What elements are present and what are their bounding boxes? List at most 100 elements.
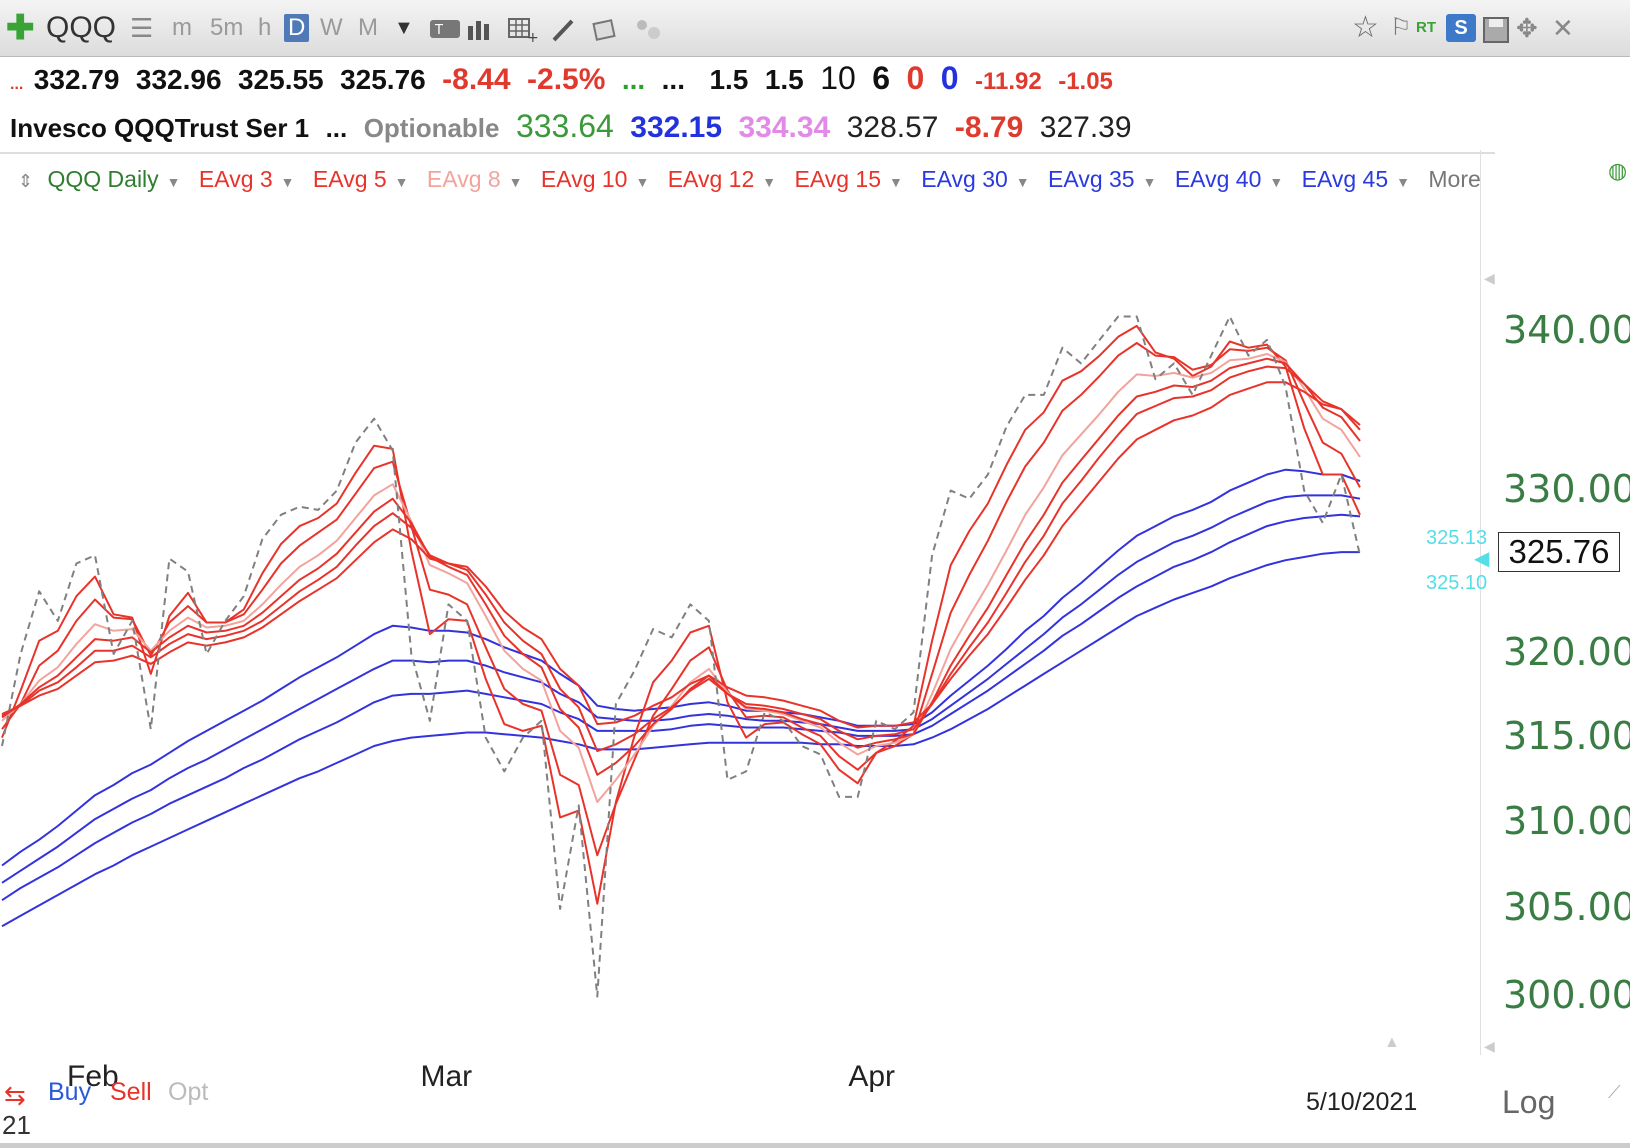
chevron-down-icon[interactable]: ▼ bbox=[394, 17, 414, 39]
y-tick-label: 330.00 bbox=[1503, 466, 1630, 511]
y-tick-label: 315.00 bbox=[1503, 713, 1630, 758]
grid-add-icon[interactable]: + bbox=[508, 8, 539, 48]
series-eavg-3 bbox=[1, 324, 1361, 905]
svg-text:T: T bbox=[434, 23, 443, 38]
resize-icon[interactable]: ⟋ bbox=[1608, 1082, 1621, 1102]
list-icon[interactable]: ☰ bbox=[130, 13, 154, 43]
star-icon[interactable]: ☆ bbox=[1352, 11, 1379, 44]
y-tick-label: 320.00 bbox=[1503, 629, 1630, 674]
info-v1: 333.64 bbox=[515, 108, 614, 144]
study-eavg-35[interactable]: EAvg 35 bbox=[1048, 166, 1135, 192]
quote-v4: 6 bbox=[872, 60, 891, 96]
info-row: Invesco QQQTrust Ser 1 ... Optionable 33… bbox=[10, 106, 1144, 146]
timeframe-m[interactable]: m bbox=[172, 14, 192, 41]
series-eavg-12 bbox=[1, 365, 1361, 753]
timeframe-d[interactable]: D bbox=[284, 14, 310, 42]
quote-v5: 0 bbox=[906, 60, 925, 96]
palette-icon[interactable]: ◍ bbox=[1608, 158, 1628, 183]
series-eavg-10 bbox=[1, 357, 1361, 776]
chevron-down-icon[interactable]: ▼ bbox=[635, 174, 650, 190]
buy-button[interactable]: Buy bbox=[48, 1078, 92, 1106]
add-symbol-icon[interactable]: ✚ bbox=[6, 9, 35, 47]
quote-open: 332.79 bbox=[33, 64, 120, 95]
series-eavg-8 bbox=[1, 353, 1361, 803]
more-link[interactable]: More bbox=[1428, 166, 1481, 192]
timeframe-w[interactable]: W bbox=[320, 14, 343, 41]
info-dots: ... bbox=[325, 113, 348, 143]
info-v6: 327.39 bbox=[1039, 111, 1132, 144]
study-eavg-8[interactable]: EAvg 8 bbox=[426, 166, 501, 192]
chevron-down-icon[interactable]: ▼ bbox=[280, 174, 295, 190]
timeframe-m-monthly[interactable]: M bbox=[358, 14, 378, 41]
quote-v8: -1.05 bbox=[1058, 68, 1113, 95]
upper-price-tag: 325.13 bbox=[1426, 527, 1488, 549]
study-eavg-30[interactable]: EAvg 30 bbox=[921, 166, 1008, 192]
chart-label[interactable]: QQQ Daily bbox=[47, 166, 159, 192]
study-eavg-15[interactable]: EAvg 15 bbox=[794, 166, 882, 192]
study-eavg-40[interactable]: EAvg 40 bbox=[1174, 166, 1262, 192]
y-tick-label: 340.00 bbox=[1503, 308, 1630, 353]
x-tick-label: Mar bbox=[420, 1060, 473, 1093]
chevron-down-icon[interactable]: ▼ bbox=[166, 174, 181, 190]
expand-icon[interactable]: ▲ bbox=[1384, 1034, 1400, 1051]
flag-icon[interactable]: ⚐ bbox=[1390, 14, 1412, 41]
notes-icon[interactable] bbox=[592, 8, 620, 48]
y-tick-label: 310.00 bbox=[1503, 798, 1630, 843]
log-toggle[interactable]: Log bbox=[1502, 1084, 1556, 1120]
axis-divider bbox=[1480, 150, 1481, 1055]
study-eavg-5[interactable]: EAvg 5 bbox=[312, 166, 387, 192]
x-tick-label: Apr bbox=[848, 1060, 896, 1093]
study-eavg-10[interactable]: EAvg 10 bbox=[540, 166, 628, 192]
quote-v1: 1.5 bbox=[709, 64, 749, 95]
realtime-label[interactable]: RT bbox=[1416, 19, 1436, 36]
chevron-down-icon[interactable]: ▼ bbox=[508, 174, 523, 190]
scroll-down-icon[interactable]: ◀ bbox=[1484, 1038, 1495, 1054]
scroll-up-icon[interactable]: ◀ bbox=[1484, 270, 1495, 286]
optionable-label: Optionable bbox=[363, 113, 500, 143]
timeframe-h[interactable]: h bbox=[258, 14, 272, 41]
study-legend: ⇕ QQQ Daily ▼ EAvg 3 ▼ EAvg 5 ▼ EAvg 8 ▼ EAv… bbox=[18, 158, 1513, 200]
security-name: Invesco QQQTrust Ser 1 bbox=[10, 113, 310, 143]
quote-row: ... 332.79 332.96 325.55 325.76 -8.44 -2… bbox=[10, 58, 1125, 98]
updown-icon[interactable]: ⇕ bbox=[18, 171, 34, 191]
s-button[interactable]: S bbox=[1446, 14, 1476, 42]
quote-dots: ... bbox=[10, 76, 24, 93]
chevron-down-icon[interactable]: ▼ bbox=[1142, 174, 1157, 190]
opt-button[interactable]: Opt bbox=[168, 1078, 209, 1106]
chevron-down-icon[interactable]: ▼ bbox=[394, 174, 409, 190]
move-icon[interactable]: ✥ bbox=[1516, 13, 1538, 43]
save-icon[interactable] bbox=[1482, 8, 1510, 48]
quote-dots-black: ... bbox=[661, 64, 685, 95]
quote-change-pct: -2.5% bbox=[527, 63, 606, 96]
quote-high: 332.96 bbox=[135, 64, 222, 95]
chevron-down-icon[interactable]: ▼ bbox=[1396, 174, 1410, 190]
series-eavg-40 bbox=[1, 513, 1361, 902]
close-icon[interactable]: ✕ bbox=[1552, 13, 1574, 43]
undo-icon[interactable]: ⇆ bbox=[4, 1080, 26, 1110]
timeframe-5m[interactable]: 5m bbox=[210, 14, 244, 41]
study-eavg-45[interactable]: EAvg 45 bbox=[1301, 166, 1389, 192]
sell-button[interactable]: Sell bbox=[110, 1078, 152, 1106]
pencil-icon[interactable] bbox=[550, 8, 578, 48]
last-price-tag: 325.76 bbox=[1498, 532, 1620, 572]
chevron-down-icon[interactable]: ▼ bbox=[1269, 174, 1284, 190]
svg-text:+: + bbox=[527, 30, 538, 43]
chevron-down-icon[interactable]: ▼ bbox=[889, 174, 903, 190]
current-date: 5/10/2021 bbox=[1306, 1088, 1418, 1116]
info-v3: 334.34 bbox=[738, 111, 831, 144]
bar-chart-icon[interactable] bbox=[466, 8, 494, 48]
quote-v3: 10 bbox=[820, 60, 856, 96]
symbol-label[interactable]: QQQ bbox=[46, 11, 117, 44]
study-eavg-3[interactable]: EAvg 3 bbox=[198, 166, 273, 192]
y-tick-label: 300.00 bbox=[1503, 972, 1630, 1017]
share-icon[interactable] bbox=[634, 8, 664, 48]
chart-type-icon[interactable]: T bbox=[430, 8, 462, 48]
series-eavg-5 bbox=[1, 342, 1361, 857]
chevron-down-icon[interactable]: ▼ bbox=[762, 174, 777, 190]
x-tick-label: Feb bbox=[67, 1060, 119, 1093]
series-eavg-35 bbox=[1, 494, 1361, 884]
study-eavg-12[interactable]: EAvg 12 bbox=[667, 166, 755, 192]
quote-v2: 1.5 bbox=[764, 64, 804, 95]
toolbar: ✚ QQQ ☰ m 5m h D W M ▼ T + ☆ ⚐ RT S ✥ ✕ bbox=[0, 0, 1630, 57]
chevron-down-icon[interactable]: ▼ bbox=[1015, 174, 1030, 190]
